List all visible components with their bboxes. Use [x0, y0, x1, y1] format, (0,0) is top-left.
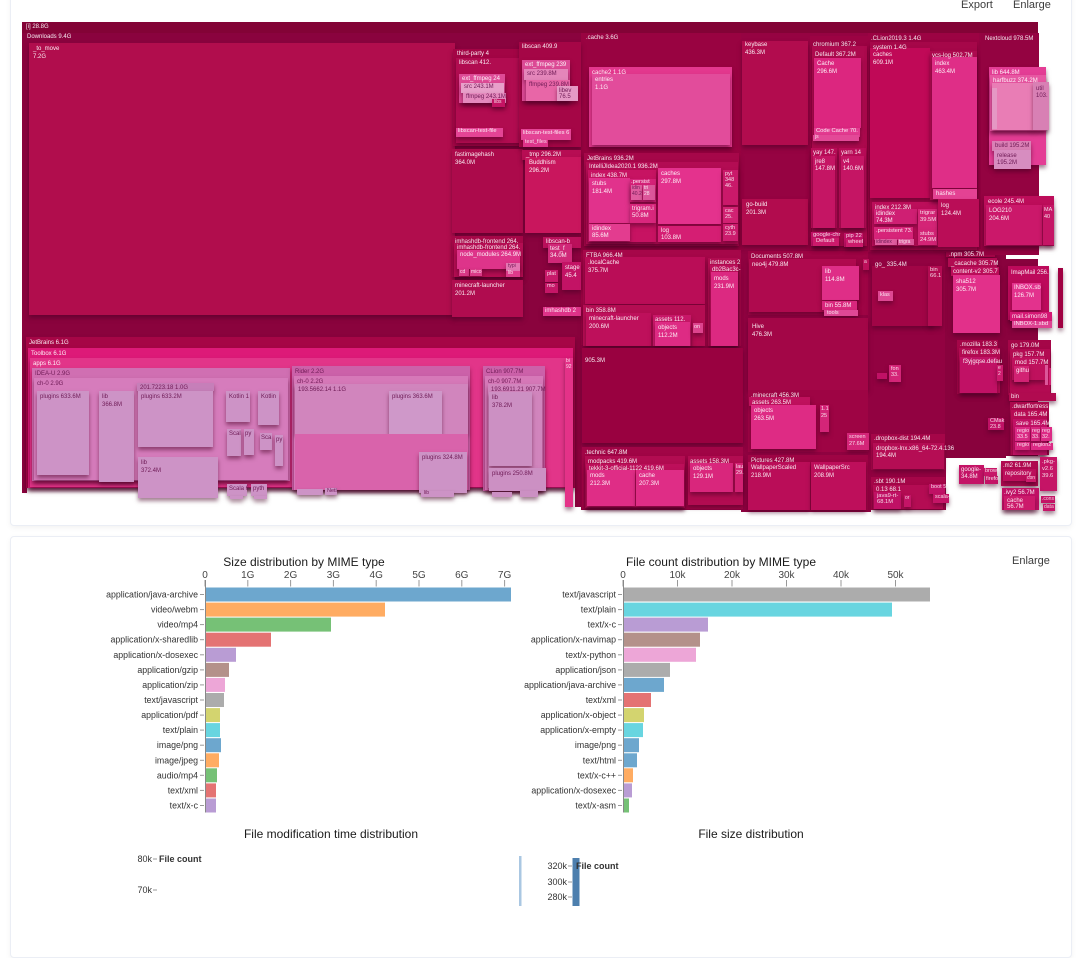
svg-text:40k: 40k — [833, 570, 850, 581]
svg-text:video/mp4: video/mp4 — [157, 620, 198, 630]
svg-text:320k: 320k — [547, 861, 567, 871]
svg-text:application/gzip: application/gzip — [137, 665, 198, 675]
svg-text:application/zip: application/zip — [142, 680, 198, 690]
svg-text:30k: 30k — [778, 570, 795, 581]
svg-text:6G: 6G — [455, 570, 469, 581]
svg-text:7G: 7G — [498, 570, 512, 581]
svg-text:application/java-archive: application/java-archive — [524, 680, 616, 690]
svg-text:File count distribution by MIM: File count distribution by MIME type — [626, 555, 816, 569]
svg-text:20k: 20k — [724, 570, 741, 581]
svg-text:image/png: image/png — [157, 740, 198, 750]
svg-text:4G: 4G — [370, 570, 384, 581]
svg-text:text/xml: text/xml — [586, 695, 616, 705]
svg-text:2G: 2G — [284, 570, 298, 581]
svg-text:80k: 80k — [137, 854, 152, 864]
svg-text:text/javascript: text/javascript — [144, 695, 198, 705]
svg-text:File size distribution: File size distribution — [698, 827, 803, 841]
svg-text:text/plain: text/plain — [163, 725, 198, 735]
svg-text:File modification time distrib: File modification time distribution — [244, 827, 418, 841]
svg-text:text/x-python: text/x-python — [566, 650, 616, 660]
svg-text:application/pdf: application/pdf — [141, 710, 198, 720]
svg-text:70k: 70k — [137, 885, 152, 895]
svg-text:image/jpeg: image/jpeg — [155, 755, 198, 765]
svg-text:File count: File count — [159, 854, 202, 864]
svg-text:application/x-dosexec: application/x-dosexec — [113, 650, 198, 660]
svg-text:Size distribution by MIME type: Size distribution by MIME type — [223, 555, 385, 569]
svg-text:application/json: application/json — [555, 665, 616, 675]
svg-text:50k: 50k — [887, 570, 904, 581]
svg-text:text/javascript: text/javascript — [562, 590, 616, 600]
svg-text:3G: 3G — [327, 570, 341, 581]
svg-text:10k: 10k — [669, 570, 686, 581]
svg-text:text/html: text/html — [583, 755, 616, 765]
svg-text:5G: 5G — [412, 570, 426, 581]
svg-text:text/xml: text/xml — [168, 785, 198, 795]
svg-text:280k: 280k — [547, 892, 567, 902]
svg-text:application/x-dosexec: application/x-dosexec — [531, 785, 616, 795]
svg-text:text/plain: text/plain — [581, 605, 616, 615]
svg-text:application/x-navimap: application/x-navimap — [531, 635, 616, 645]
svg-text:1G: 1G — [241, 570, 255, 581]
svg-text:text/x-asm: text/x-asm — [575, 801, 616, 811]
svg-text:text/x-c: text/x-c — [588, 620, 617, 630]
svg-text:text/x-c++: text/x-c++ — [577, 770, 616, 780]
svg-text:text/x-c: text/x-c — [170, 801, 199, 811]
svg-text:audio/mp4: audio/mp4 — [157, 770, 198, 780]
svg-text:300k: 300k — [547, 877, 567, 887]
svg-text:0: 0 — [620, 570, 626, 581]
svg-text:File count: File count — [576, 861, 619, 871]
svg-text:image/png: image/png — [575, 740, 616, 750]
svg-text:application/java-archive: application/java-archive — [106, 590, 198, 600]
svg-text:0: 0 — [202, 570, 208, 581]
svg-text:application/x-empty: application/x-empty — [540, 725, 616, 735]
svg-text:application/x-object: application/x-object — [541, 710, 617, 720]
svg-text:application/x-sharedlib: application/x-sharedlib — [110, 635, 198, 645]
svg-text:video/webm: video/webm — [151, 605, 198, 615]
